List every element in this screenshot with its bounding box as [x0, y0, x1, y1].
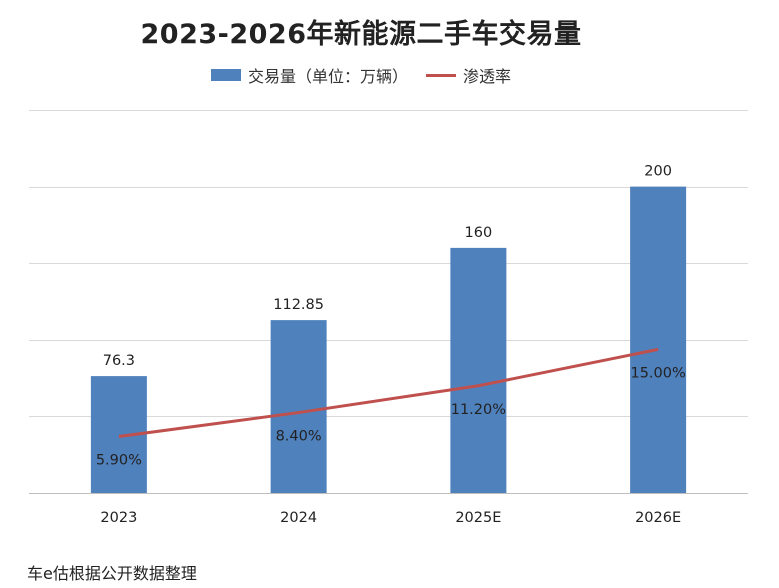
- legend-item-penetration: 渗透率: [426, 63, 511, 87]
- bar-value-label: 112.85: [273, 297, 324, 313]
- legend-swatch-bar: [210, 69, 241, 81]
- x-tick-label: 2023: [100, 510, 137, 526]
- legend-swatch-line: [426, 73, 456, 77]
- x-tick-label: 2024: [280, 510, 317, 526]
- source-note: 车e估根据公开数据整理: [27, 564, 197, 583]
- chart-title: 2023-2026年新能源二手车交易量: [140, 19, 582, 50]
- bar-2026E: [630, 186, 687, 493]
- line-value-label: 5.90%: [96, 453, 142, 469]
- penetration-line: [118, 347, 659, 438]
- line-value-label: 8.40%: [276, 429, 322, 445]
- bar-value-label: 200: [644, 164, 672, 180]
- legend-item-volume: 交易量（单位：万辆）: [210, 63, 408, 87]
- bar-2024: [270, 320, 327, 493]
- legend-label-penetration: 渗透率: [463, 67, 512, 86]
- line-value-label: 15.00%: [630, 365, 685, 381]
- line-value-label: 11.20%: [451, 402, 506, 418]
- bar-value-label: 76.3: [103, 353, 135, 369]
- bar-value-label: 160: [465, 225, 493, 241]
- legend-label-volume: 交易量（单位：万辆）: [247, 67, 408, 86]
- x-tick-label: 2025E: [455, 510, 501, 526]
- chart-legend: 交易量（单位：万辆） 渗透率: [0, 63, 722, 87]
- bar-2025E: [450, 247, 507, 493]
- x-tick-label: 2026E: [635, 510, 681, 526]
